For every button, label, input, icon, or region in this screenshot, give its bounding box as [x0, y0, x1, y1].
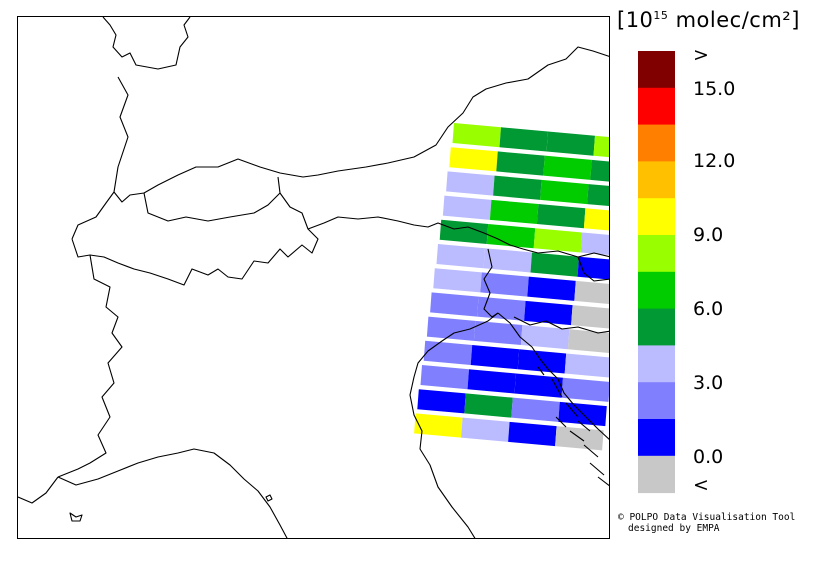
swath-pixel-r1-c3 — [590, 159, 609, 182]
border-austria-slovenia — [522, 248, 609, 258]
legend-swatch-5 — [638, 235, 675, 273]
legend-tick-1: 15.0 — [693, 78, 736, 100]
swath-pixel-r7-c3 — [571, 305, 609, 329]
swath-pixel-r11-c1 — [464, 393, 513, 418]
border-italy-austria — [307, 216, 524, 250]
swath-pixel-r3-c3 — [583, 208, 609, 231]
swath-pixel-r1-c2 — [543, 155, 592, 180]
swath-pixel-r6-c2 — [527, 276, 576, 301]
swath-pixel-r9-c3 — [564, 353, 609, 378]
swath-pixel-r6-c0 — [433, 268, 482, 293]
border-germany-north-switzerland — [113, 46, 609, 203]
swath-pixel-r12-c1 — [461, 417, 510, 442]
credit-line-2: designed by EMPA — [628, 523, 720, 534]
credit-text: © POLPO Data Visualisation Tool designed… — [618, 512, 795, 534]
swath-pixel-r9-c1 — [470, 345, 520, 370]
swath-pixel-r7-c2 — [524, 300, 573, 326]
swath-pixel-r7-c0 — [430, 292, 479, 317]
swath-pixel-r5-c0 — [436, 244, 485, 269]
swath-pixel-r12-c0 — [414, 413, 463, 438]
border-slovenia-croatia — [513, 316, 609, 334]
swath-pixel-r11-c0 — [417, 389, 466, 414]
swath-pixel-r8-c0 — [426, 316, 476, 341]
swath-pixel-r3-c2 — [536, 204, 586, 229]
border-france-germany — [102, 17, 191, 70]
coast-small-island — [69, 512, 83, 522]
legend-swatch-2 — [638, 124, 675, 162]
legend-tick-4: 6.0 — [693, 298, 724, 320]
swath-pixel-r2-c3 — [587, 184, 609, 207]
swath-pixel-r4-c2 — [533, 228, 583, 253]
legend-swatch-8 — [638, 345, 675, 383]
swath-pixel-r0-c3 — [593, 135, 609, 158]
map-panel — [17, 16, 610, 539]
legend-tick-2: 12.0 — [693, 150, 736, 172]
legend-unit-label: [1015 molec/cm²] — [617, 8, 800, 32]
legend-tick-5: 3.0 — [693, 372, 724, 394]
swath-pixel-r10-c3 — [561, 377, 609, 402]
swath-pixel-r11-c2 — [511, 397, 560, 422]
swath-pixel-r2-c0 — [446, 171, 495, 196]
swath-pixel-r5-c2 — [530, 252, 579, 277]
swath-pixel-r0-c0 — [452, 123, 501, 148]
legend-swatch-10 — [638, 419, 675, 457]
swath-pixel-r1-c1 — [496, 151, 545, 176]
border-italy-slovenia — [483, 248, 499, 318]
legend-swatch-7 — [638, 308, 675, 346]
swath-pixel-r4-c1 — [486, 224, 536, 249]
border-france-italy — [57, 254, 123, 478]
legend-swatch-11 — [638, 455, 675, 494]
color-legend — [638, 51, 675, 494]
swath-pixel-r0-c1 — [499, 127, 548, 152]
coast-croatia — [497, 312, 609, 487]
legend-swatch-3 — [638, 161, 675, 199]
swath-pixel-r2-c1 — [493, 175, 542, 200]
swath-pixel-r8-c1 — [473, 320, 523, 346]
swath-pixel-r8-c3 — [567, 329, 609, 353]
swath-pixel-r0-c2 — [546, 131, 595, 156]
legend-swatch-0 — [638, 51, 675, 89]
legend-swatch-6 — [638, 271, 675, 310]
swath-pixel-r9-c0 — [423, 340, 473, 366]
swath-pixel-r1-c0 — [449, 147, 498, 172]
coast-france-south — [18, 476, 59, 504]
swath-pixel-r3-c1 — [489, 199, 539, 225]
island-elba — [265, 494, 273, 502]
legend-swatch-1 — [638, 87, 675, 126]
swath-pixel-r6-c3 — [574, 280, 609, 305]
legend-tick-6: 0.0 — [693, 446, 724, 468]
credit-line-1: © POLPO Data Visualisation Tool — [618, 512, 796, 523]
coast-adriatic — [409, 312, 499, 538]
swath-pixel-r2-c2 — [540, 179, 589, 205]
swath-pixel-r10-c0 — [420, 365, 469, 390]
swath-pixel-r10-c1 — [467, 369, 516, 394]
map-canvas — [18, 17, 609, 538]
country-borders — [18, 17, 609, 538]
border-east — [577, 256, 609, 282]
swath-pixel-r6-c1 — [480, 272, 529, 297]
swath-pixel-r5-c1 — [483, 248, 532, 273]
swath-pixel-r4-c0 — [439, 219, 489, 245]
legend-swatch-9 — [638, 382, 675, 420]
legend-swatch-4 — [638, 198, 675, 236]
data-swath — [414, 123, 609, 451]
swath-pixel-r3-c0 — [442, 195, 492, 220]
legend-tick-3: 9.0 — [693, 224, 724, 246]
swath-pixel-r8-c2 — [520, 325, 570, 350]
swath-pixel-r12-c2 — [508, 421, 557, 447]
legend-tick-0: > — [693, 44, 709, 66]
swath-pixel-r4-c3 — [580, 232, 609, 256]
coast-liguria — [57, 448, 288, 538]
swath-pixel-r10-c2 — [514, 373, 563, 398]
border-switzerland — [71, 176, 319, 286]
legend-tick-7: < — [693, 474, 709, 496]
